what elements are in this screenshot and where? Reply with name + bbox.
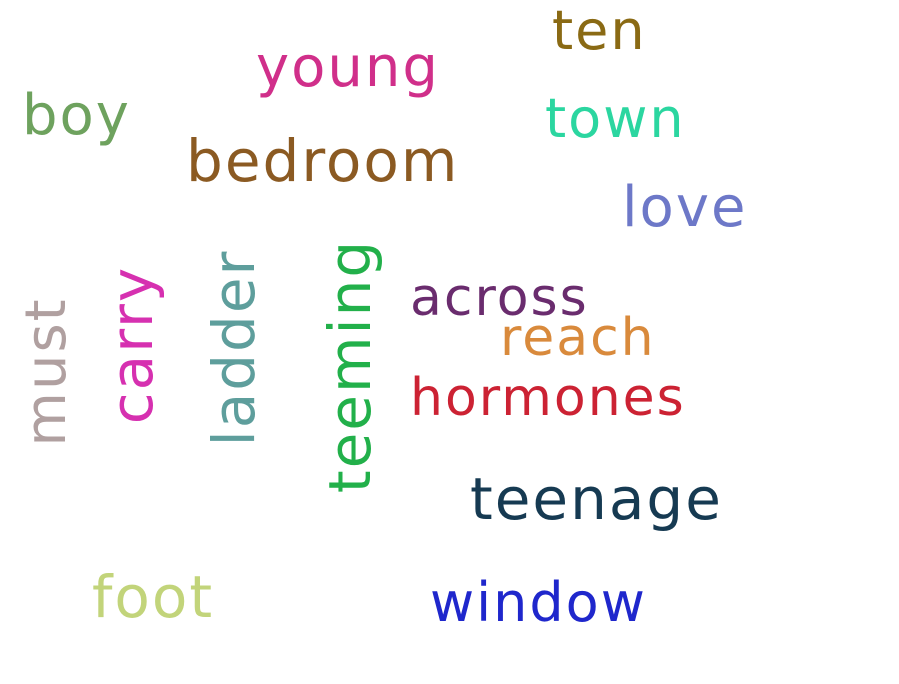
word-must: must	[14, 297, 79, 447]
word-ladder: ladder	[200, 249, 268, 447]
word-foot: foot	[92, 563, 215, 631]
word-love: love	[622, 175, 748, 240]
word-ten: ten	[552, 0, 647, 62]
word-reach: reach	[500, 308, 656, 368]
word-boy: boy	[22, 83, 131, 148]
word-bedroom: bedroom	[186, 127, 460, 195]
word-carry: carry	[98, 265, 166, 425]
word-young: young	[256, 35, 440, 100]
word-town: town	[545, 87, 686, 150]
word-window: window	[430, 571, 647, 634]
word-teeming: teeming	[316, 238, 384, 494]
word-across: across	[410, 268, 589, 328]
word-hormones: hormones	[410, 368, 686, 428]
word-teenage: teenage	[470, 465, 723, 533]
